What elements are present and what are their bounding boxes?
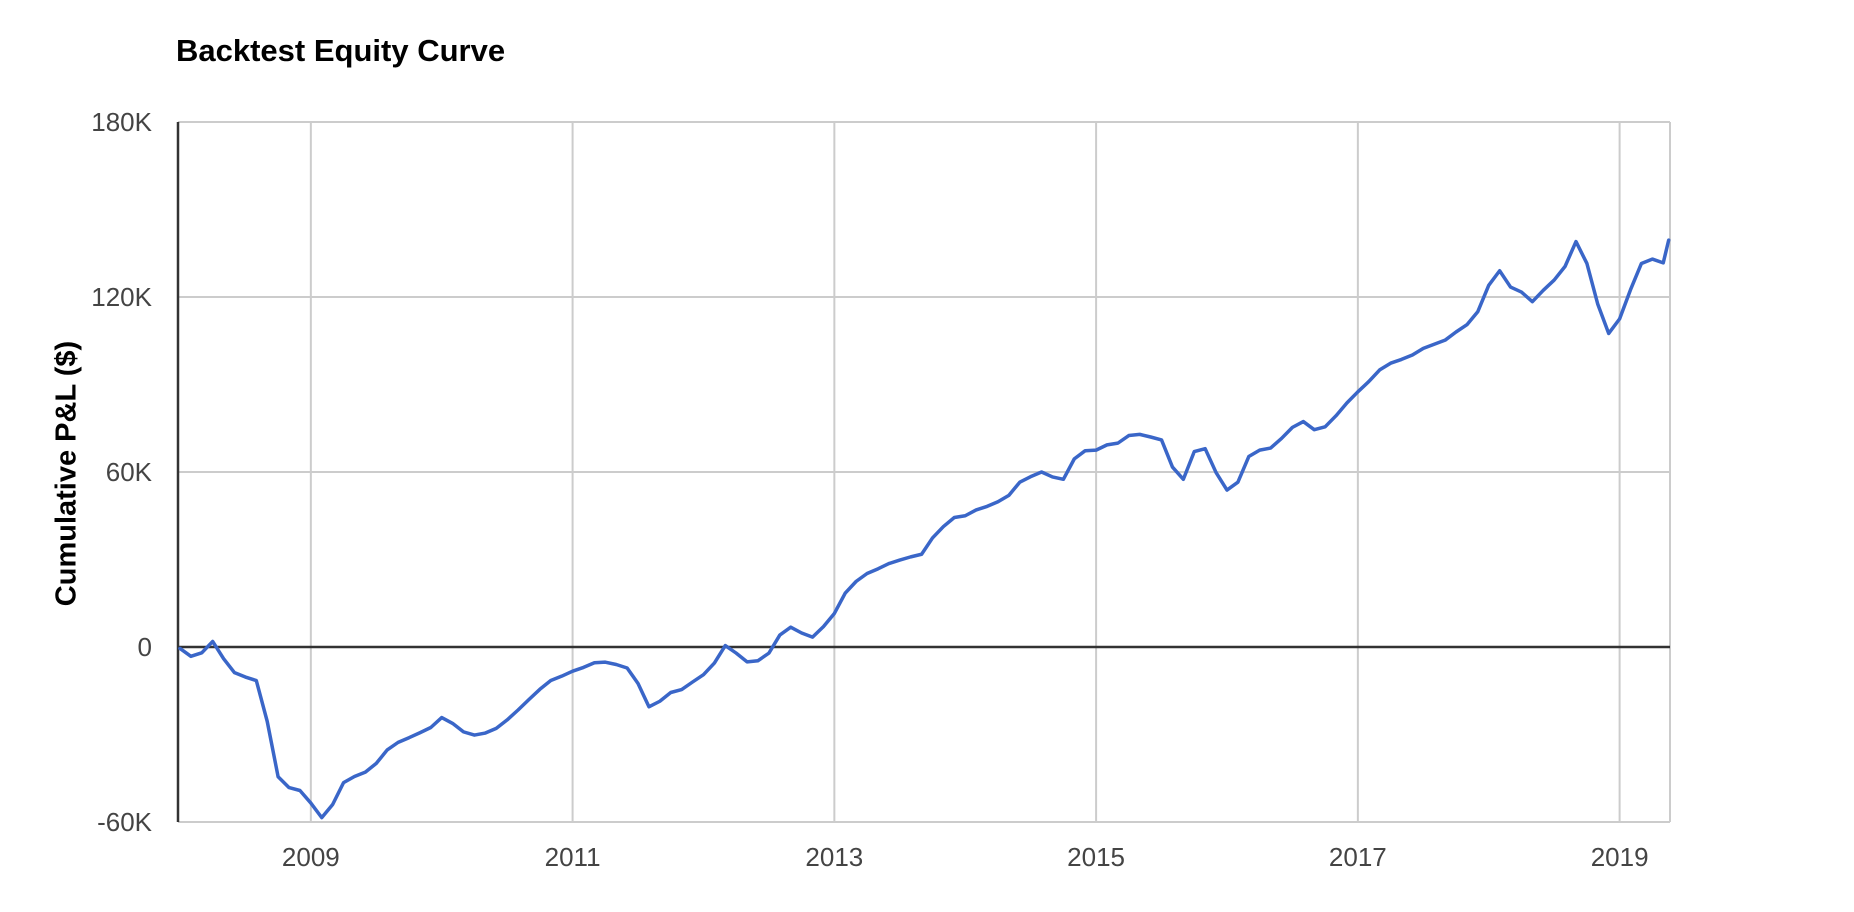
y-tick-label: 0 (137, 632, 152, 662)
x-tick-label: 2011 (544, 842, 601, 872)
y-tick-label: 120K (91, 282, 152, 312)
x-tick-label: 2009 (281, 842, 340, 872)
y-tick-label: 180K (91, 107, 152, 137)
y-tick-label: 60K (105, 457, 152, 487)
x-tick-label: 2013 (805, 842, 864, 872)
equity-curve-line (178, 238, 1671, 820)
x-tick-label: 2015 (1067, 842, 1126, 872)
y-tick-label: -60K (97, 807, 152, 837)
x-tick-label: 2017 (1328, 842, 1387, 872)
x-tick-label: 2019 (1590, 842, 1649, 872)
chart-title: Backtest Equity Curve (176, 33, 506, 68)
